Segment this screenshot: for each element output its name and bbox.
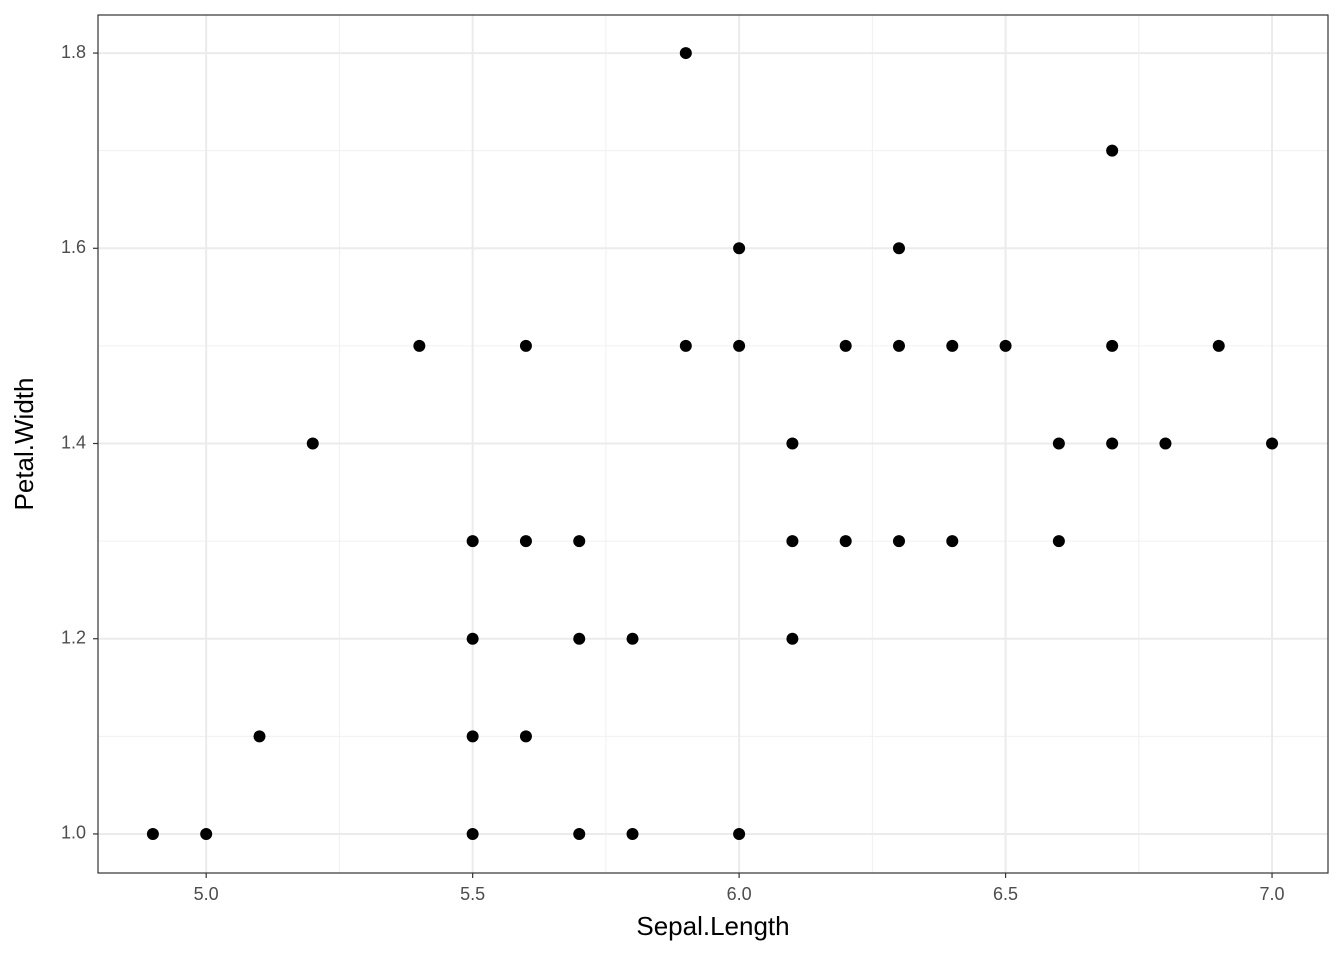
point xyxy=(519,339,532,352)
point xyxy=(946,339,959,352)
x-tick-label: 6.0 xyxy=(727,884,752,904)
point xyxy=(733,339,746,352)
point xyxy=(786,535,799,548)
point xyxy=(786,437,799,450)
point xyxy=(466,535,479,548)
point xyxy=(839,535,852,548)
point xyxy=(306,437,319,450)
point xyxy=(892,339,905,352)
point xyxy=(733,242,746,255)
point xyxy=(626,632,639,645)
point xyxy=(1212,339,1225,352)
y-tick-label: 1.6 xyxy=(61,237,86,257)
x-tick-label: 6.5 xyxy=(993,884,1018,904)
point xyxy=(1106,437,1119,450)
point xyxy=(1266,437,1279,450)
y-tick-label: 1.4 xyxy=(61,432,86,452)
point xyxy=(573,827,586,840)
y-axis-label: Petal.Width xyxy=(9,378,39,511)
point xyxy=(946,535,959,548)
x-tick-label: 5.5 xyxy=(460,884,485,904)
point xyxy=(1106,144,1119,157)
point xyxy=(519,730,532,743)
x-axis-label: Sepal.Length xyxy=(636,911,789,941)
point xyxy=(999,339,1012,352)
y-tick-label: 1.2 xyxy=(61,627,86,647)
x-tick-label: 5.0 xyxy=(194,884,219,904)
point xyxy=(573,632,586,645)
point xyxy=(892,535,905,548)
point xyxy=(519,535,532,548)
point xyxy=(892,242,905,255)
point xyxy=(146,827,159,840)
point xyxy=(466,632,479,645)
point xyxy=(573,535,586,548)
point xyxy=(679,47,692,60)
point xyxy=(733,827,746,840)
point xyxy=(1052,437,1065,450)
point xyxy=(786,632,799,645)
point xyxy=(679,339,692,352)
points xyxy=(146,47,1279,840)
point xyxy=(626,827,639,840)
y-tick-label: 1.0 xyxy=(61,823,86,843)
y-tick-label: 1.8 xyxy=(61,42,86,62)
x-tick-label: 7.0 xyxy=(1260,884,1285,904)
point xyxy=(466,730,479,743)
point xyxy=(1159,437,1172,450)
point xyxy=(253,730,266,743)
point xyxy=(1106,339,1119,352)
point xyxy=(466,827,479,840)
point xyxy=(200,827,213,840)
point xyxy=(1052,535,1065,548)
point xyxy=(839,339,852,352)
point xyxy=(413,339,426,352)
